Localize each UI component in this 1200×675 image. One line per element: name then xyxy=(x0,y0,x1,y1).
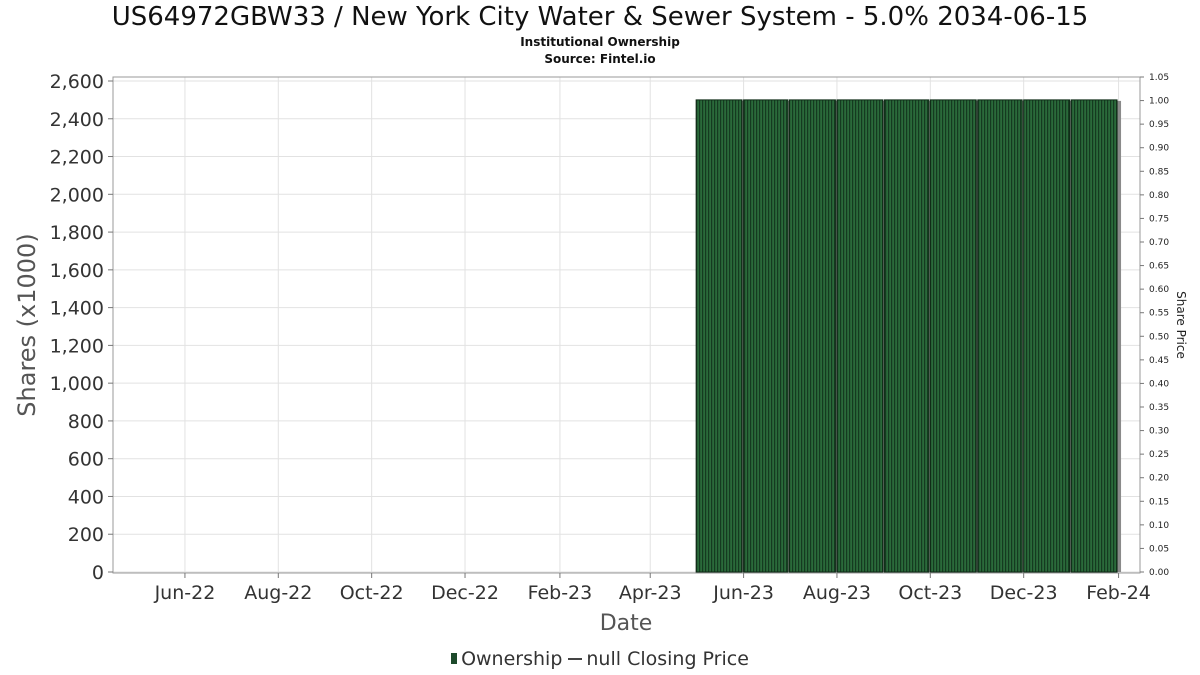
y2-tick-label: 0.40 xyxy=(1149,379,1169,389)
ownership-bar xyxy=(1070,99,1118,573)
y2-tick-label: 0.95 xyxy=(1149,120,1169,130)
y-tick-label: 2,600 xyxy=(50,71,104,93)
ownership-bar xyxy=(743,99,789,573)
y-tick-label: 1,800 xyxy=(50,222,104,244)
x-tick-label: Apr-23 xyxy=(619,582,682,604)
y2-tick-label: 0.55 xyxy=(1149,309,1169,319)
y2-tick-label: 0.50 xyxy=(1149,332,1169,342)
ownership-bar xyxy=(883,99,930,573)
legend-ownership-label: Ownership xyxy=(461,648,563,670)
y2-tick-label: 0.90 xyxy=(1149,144,1169,154)
y-axis: 0 200 400 600 800 1,000 1,200 1,400 1,600 1,800 2,… xyxy=(50,71,113,584)
y-tick-label: 2,400 xyxy=(50,109,104,131)
x-tick-label: Oct-23 xyxy=(898,582,962,604)
y-tick-label: 1,200 xyxy=(50,335,104,357)
y2-tick-label: 0.15 xyxy=(1149,497,1169,507)
plot-area-frame xyxy=(112,76,1141,574)
ownership-bar xyxy=(977,99,1023,573)
x-tick-label: Jun-23 xyxy=(712,582,774,604)
ownership-bar xyxy=(789,99,836,573)
chart-legend: Ownership null Closing Price xyxy=(0,648,1200,670)
ownership-bar xyxy=(695,99,743,573)
ownership-bar xyxy=(1023,99,1071,573)
y-axis-label: Shares (x1000) xyxy=(13,233,41,416)
y2-axis: 0.00 0.05 0.10 0.15 0.20 0.25 0.30 0.35 0.40 0.45… xyxy=(1140,73,1169,578)
x-axis: Jun-22 Aug-22 Oct-22 Dec-22 Feb-23 Apr-23 Jun-… xyxy=(154,573,1151,604)
y-tick-label: 1,000 xyxy=(50,373,104,395)
y2-tick-label: 0.05 xyxy=(1149,544,1169,554)
x-tick-label: Dec-23 xyxy=(990,582,1058,604)
ownership-bar xyxy=(836,99,884,573)
y-tick-label: 400 xyxy=(68,486,104,508)
legend-ownership-swatch xyxy=(451,653,458,664)
y2-tick-label: 1.05 xyxy=(1149,73,1169,83)
x-tick-label: Aug-22 xyxy=(244,582,312,604)
chart-subtitle-ownership: Institutional Ownership xyxy=(520,35,680,49)
y2-tick-label: 0.60 xyxy=(1149,285,1169,295)
y-tick-label: 2,200 xyxy=(50,147,104,169)
y2-tick-label: 0.30 xyxy=(1149,427,1169,437)
y-tick-label: 800 xyxy=(68,411,104,433)
y-tick-label: 600 xyxy=(68,449,104,471)
legend-closing-price-swatch xyxy=(568,658,583,660)
y2-tick-label: 0.70 xyxy=(1149,238,1169,248)
y2-tick-label: 1.00 xyxy=(1149,97,1169,107)
ownership-bars xyxy=(695,99,1122,573)
y-tick-label: 1,400 xyxy=(50,298,104,320)
y-tick-label: 1,600 xyxy=(50,260,104,282)
ownership-bar xyxy=(929,99,977,573)
x-tick-label: Feb-23 xyxy=(528,582,593,604)
y2-tick-label: 0.45 xyxy=(1149,356,1169,366)
y2-tick-label: 0.35 xyxy=(1149,403,1169,413)
x-tick-label: Jun-22 xyxy=(154,582,216,604)
chart-subtitle-source: Source: Fintel.io xyxy=(544,52,656,66)
y2-tick-label: 0.00 xyxy=(1149,568,1169,578)
y2-tick-label: 0.20 xyxy=(1149,474,1169,484)
y2-tick-label: 0.25 xyxy=(1149,450,1169,460)
y2-tick-label: 0.80 xyxy=(1149,191,1169,201)
legend-closing-price-label: null Closing Price xyxy=(586,648,749,670)
y-tick-label: 200 xyxy=(68,524,104,546)
x-tick-label: Aug-23 xyxy=(803,582,871,604)
x-tick-label: Dec-22 xyxy=(431,582,499,604)
x-tick-label: Oct-22 xyxy=(340,582,404,604)
y2-tick-label: 0.75 xyxy=(1149,214,1169,224)
x-tick-label: Feb-24 xyxy=(1086,582,1151,604)
chart-title: US64972GBW33 / New York City Water & Sew… xyxy=(111,2,1089,32)
y2-tick-label: 0.10 xyxy=(1149,521,1169,531)
y2-tick-label: 0.65 xyxy=(1149,262,1169,272)
y2-tick-label: 0.85 xyxy=(1149,167,1169,177)
x-axis-label: Date xyxy=(600,611,653,636)
y-tick-label: 2,000 xyxy=(50,184,104,206)
y-tick-label: 0 xyxy=(92,562,104,584)
y2-axis-label: Share Price xyxy=(1174,291,1188,359)
